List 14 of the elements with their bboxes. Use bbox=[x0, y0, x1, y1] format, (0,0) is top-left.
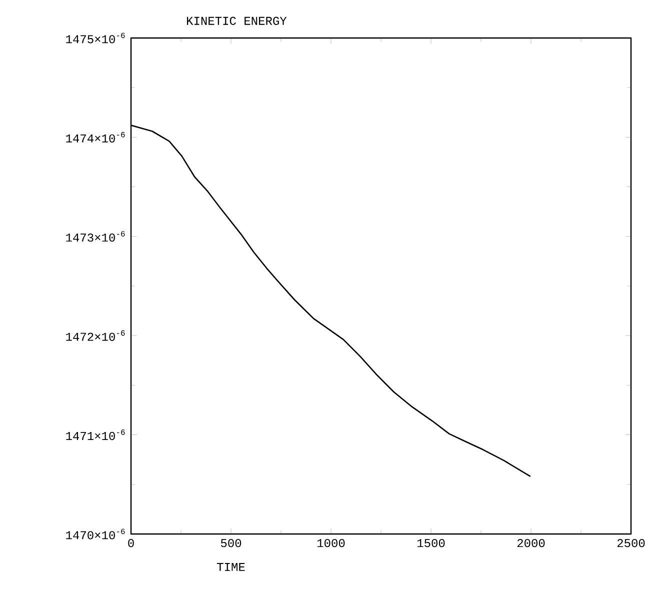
x-tick-label: 500 bbox=[220, 539, 242, 548]
x-tick-label: 2500 bbox=[617, 539, 645, 548]
y-tick-label: 1473×10$^{-6}$ bbox=[66, 231, 125, 242]
y-tick-label: 1470×10$^{-6}$ bbox=[66, 528, 125, 540]
x-tick-label: 2000 bbox=[517, 539, 545, 548]
y-tick-label: 1475×10$^{-6}$ bbox=[66, 32, 125, 44]
y-tick-label: 1472×10$^{-6}$ bbox=[66, 330, 125, 341]
chart-title: KINETIC ENERGY bbox=[186, 16, 287, 25]
x-axis-title: TIME bbox=[217, 563, 245, 571]
x-tick-label: 0 bbox=[128, 539, 134, 548]
y-tick-label: 1474×10$^{-6}$ bbox=[66, 132, 125, 142]
x-tick-label: 1500 bbox=[417, 539, 445, 548]
y-tick-label: 1471×10$^{-6}$ bbox=[66, 430, 125, 440]
x-tick-label: 1000 bbox=[317, 539, 345, 548]
